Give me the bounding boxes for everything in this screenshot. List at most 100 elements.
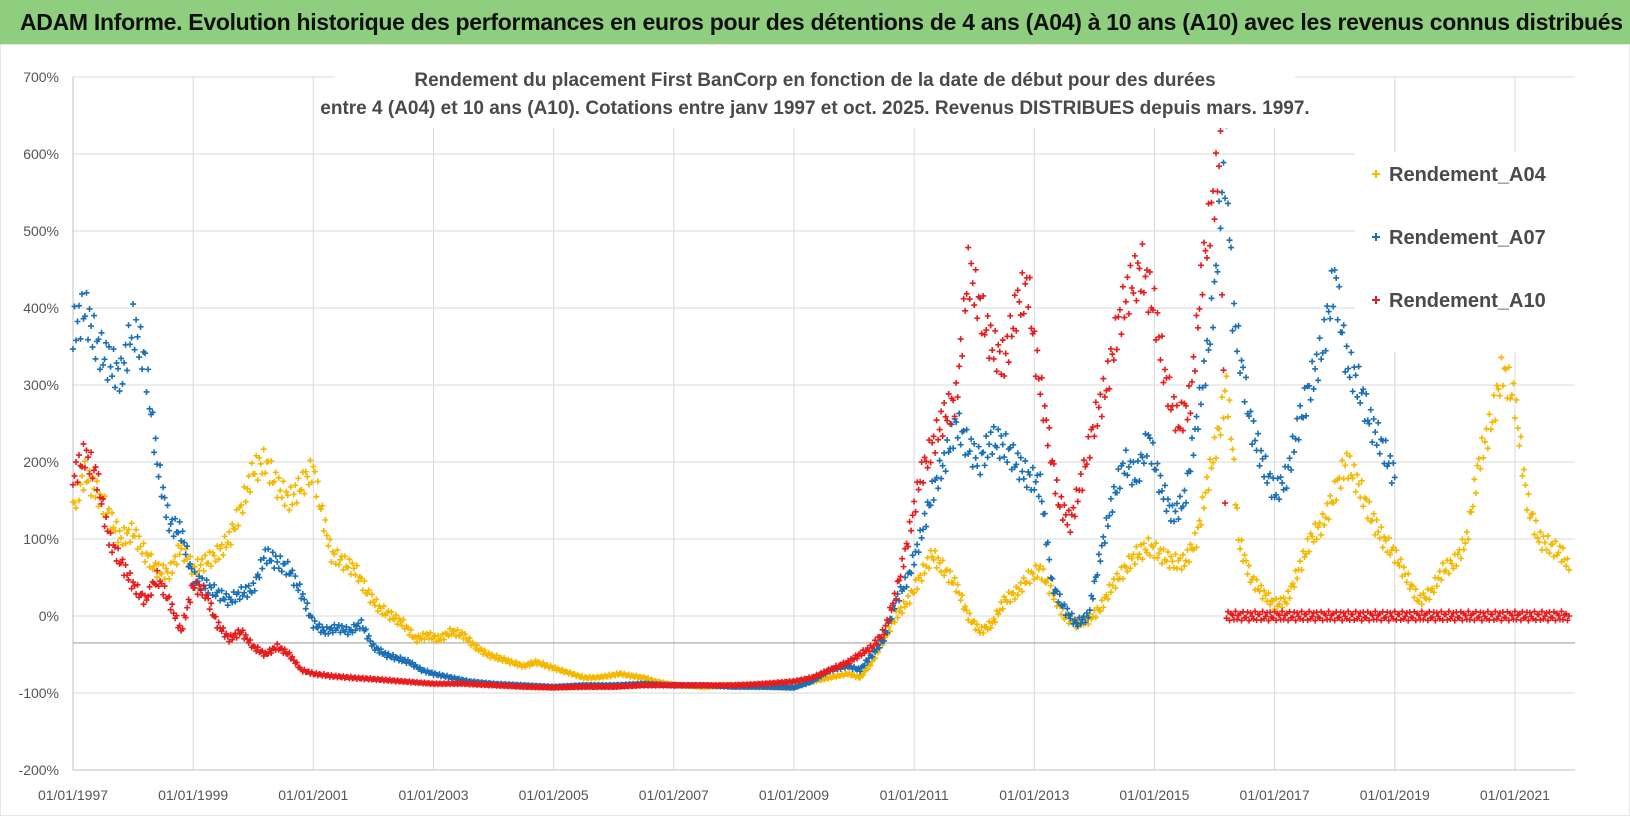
data-point — [552, 664, 559, 671]
data-point — [1315, 377, 1322, 384]
data-point — [302, 605, 309, 612]
data-point — [1346, 374, 1353, 381]
data-point — [1181, 562, 1188, 569]
data-point — [1369, 612, 1376, 619]
data-point — [939, 433, 946, 440]
data-point — [1565, 613, 1572, 619]
data-point — [1480, 609, 1487, 616]
data-point — [1079, 616, 1086, 623]
data-point — [241, 484, 248, 491]
data-points — [70, 122, 1572, 691]
data-point — [169, 569, 176, 576]
data-point — [1309, 358, 1316, 365]
data-point — [1169, 502, 1176, 509]
data-point — [1258, 447, 1265, 454]
data-point — [1327, 315, 1334, 322]
data-point — [866, 648, 873, 655]
data-point — [1514, 425, 1521, 432]
data-point — [1279, 608, 1286, 615]
data-point — [94, 486, 101, 493]
y-axis-ticks: -200% -100% 0% 100% 200% 300% 400% 500% 600% 700% — [19, 69, 59, 778]
data-point — [413, 638, 420, 645]
data-point — [1426, 596, 1433, 603]
data-point — [987, 429, 994, 436]
y-tick-label: 0% — [39, 608, 59, 624]
data-point — [1017, 312, 1024, 319]
data-point — [1412, 586, 1419, 593]
data-point — [1499, 382, 1506, 389]
data-point — [1297, 402, 1304, 409]
x-tick-label: 01/01/2011 — [880, 787, 949, 803]
data-point — [1085, 433, 1092, 440]
data-point — [92, 464, 99, 471]
data-point — [959, 592, 966, 599]
data-point — [1498, 354, 1505, 361]
data-point — [1149, 544, 1156, 551]
data-point — [305, 481, 312, 488]
data-point — [76, 497, 83, 504]
data-point — [930, 556, 937, 563]
data-point — [199, 575, 206, 582]
data-point — [1107, 589, 1114, 596]
data-point — [1163, 508, 1170, 515]
data-point — [1113, 489, 1120, 496]
data-point — [906, 600, 913, 607]
data-point — [1091, 578, 1098, 585]
data-point — [161, 494, 168, 501]
data-point — [1007, 598, 1014, 605]
data-point — [1151, 285, 1158, 292]
chart-title-line2: entre 4 (A04) et 10 ans (A10). Cotations… — [320, 98, 1309, 119]
data-point — [1085, 614, 1092, 621]
data-point — [152, 435, 159, 442]
data-point — [1061, 502, 1068, 509]
data-point — [269, 549, 276, 556]
data-point — [1031, 575, 1038, 582]
data-point — [380, 603, 387, 610]
data-point — [232, 526, 239, 533]
data-point — [89, 475, 96, 482]
data-point — [218, 541, 225, 548]
data-point — [1331, 617, 1338, 624]
data-point — [936, 457, 943, 464]
data-point — [160, 562, 167, 569]
data-point — [1157, 356, 1164, 363]
y-tick-label: 700% — [23, 69, 59, 85]
data-point — [1125, 464, 1132, 471]
data-point — [1044, 442, 1051, 449]
y-tick-label: 200% — [23, 454, 59, 470]
data-point — [1234, 505, 1241, 512]
data-point — [914, 541, 921, 548]
data-point — [933, 474, 940, 481]
data-point — [320, 528, 327, 535]
data-point — [157, 462, 164, 469]
data-point — [1280, 594, 1287, 601]
data-point — [1396, 562, 1403, 569]
data-point — [1190, 546, 1197, 553]
data-point — [1122, 564, 1129, 571]
data-point — [211, 552, 218, 559]
data-point — [337, 556, 344, 563]
data-point — [1532, 517, 1539, 524]
data-point — [881, 637, 888, 644]
data-point — [1037, 563, 1044, 570]
data-point — [158, 493, 165, 500]
data-point — [1176, 493, 1183, 500]
data-point — [1517, 617, 1524, 624]
data-point — [1397, 617, 1404, 624]
data-point — [1136, 551, 1143, 558]
data-point — [197, 561, 204, 568]
data-point — [1025, 304, 1032, 311]
data-point — [200, 582, 207, 589]
data-point — [308, 614, 315, 621]
data-point — [1535, 538, 1542, 545]
data-point — [73, 337, 80, 344]
data-point — [914, 586, 921, 593]
data-point — [1333, 274, 1340, 281]
data-point — [365, 632, 372, 639]
data-point — [1043, 579, 1050, 586]
data-point — [1469, 610, 1476, 617]
data-point — [990, 355, 997, 362]
data-point — [1462, 612, 1469, 619]
data-point — [1544, 617, 1551, 624]
data-point — [406, 631, 413, 638]
